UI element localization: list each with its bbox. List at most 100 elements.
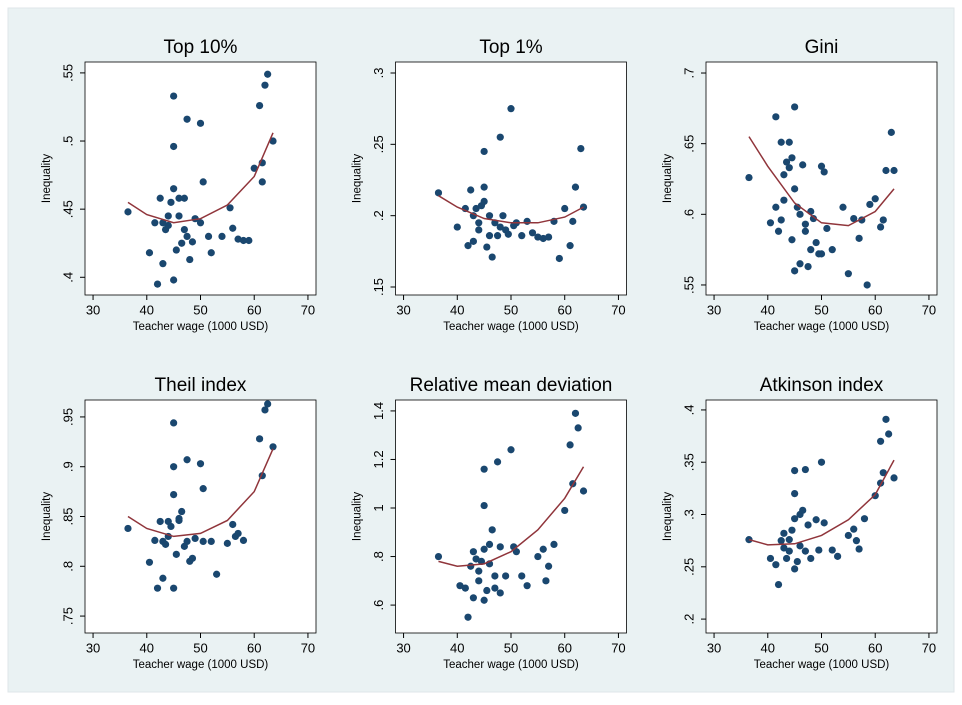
scatter-point <box>480 501 488 510</box>
scatter-point <box>799 506 807 514</box>
x-tick-label: 60 <box>247 302 261 317</box>
scatter-point <box>196 119 205 127</box>
scatter-point <box>480 545 488 553</box>
scatter-point <box>483 586 491 595</box>
scatter-point <box>245 236 253 245</box>
plot-area <box>395 399 627 634</box>
scatter-point <box>879 469 887 477</box>
scatter-point <box>475 226 483 234</box>
y-tick-label: .95 <box>60 408 75 426</box>
scatter-point <box>475 219 483 227</box>
scatter-point <box>807 246 815 254</box>
scatter-point <box>223 539 231 547</box>
scatter-point <box>855 545 863 553</box>
scatter-point <box>542 577 550 585</box>
scatter-point <box>269 443 277 451</box>
y-tick-label: .15 <box>371 278 386 296</box>
scatter-point <box>493 232 502 240</box>
scatter-point <box>258 178 266 186</box>
scatter-point <box>434 189 443 197</box>
scatter-point <box>788 526 796 534</box>
scatter-point <box>569 217 577 225</box>
x-axis-label: Teacher wage (1000 USD) <box>754 321 890 333</box>
scatter-point <box>844 270 852 278</box>
scatter-point <box>812 238 820 247</box>
scatter-point <box>207 537 215 545</box>
scatter-point <box>834 552 842 560</box>
scatter-point <box>188 238 197 246</box>
scatter-point <box>239 536 248 544</box>
plot-area <box>84 399 317 634</box>
scatter-point <box>183 537 191 545</box>
scatter-point <box>855 234 863 242</box>
fit-line <box>438 466 585 568</box>
scatter-point <box>804 262 812 271</box>
scatter-point <box>488 253 496 261</box>
scatter-point <box>523 582 531 590</box>
x-tick-label: 50 <box>193 302 207 317</box>
y-axis-label: Inequality <box>352 154 364 203</box>
scatter-point <box>876 437 885 445</box>
scatter-point <box>885 430 893 438</box>
scatter-point <box>774 227 783 235</box>
x-tick-label: 70 <box>611 302 625 317</box>
scatter-point <box>801 220 809 228</box>
scatter-point <box>555 254 563 263</box>
scatter-point <box>785 164 793 172</box>
scatter-point <box>199 537 207 545</box>
scatter-point <box>480 183 488 191</box>
scatter-point <box>777 537 785 545</box>
x-tick-label: 40 <box>761 302 775 317</box>
scatter-point <box>579 203 588 211</box>
chart-title: Top 10% <box>164 37 238 58</box>
scatter-point <box>218 232 226 241</box>
scatter-point <box>890 166 898 175</box>
scatter-point <box>876 223 885 231</box>
y-tick-label: .45 <box>60 200 75 218</box>
scatter-point <box>124 208 132 216</box>
scatter-point <box>561 204 569 213</box>
scatter-point <box>863 281 871 289</box>
y-tick-label: .8 <box>60 561 75 572</box>
y-tick-label: 1.2 <box>371 450 386 468</box>
scatter-point <box>493 458 502 466</box>
scatter-point <box>234 529 242 538</box>
y-tick-label: .3 <box>681 509 696 520</box>
scatter-point <box>159 574 167 582</box>
scatter-point <box>887 128 895 136</box>
y-tick-label: .6 <box>371 600 386 611</box>
scatter-point <box>472 555 480 563</box>
y-tick-label: .55 <box>681 276 696 294</box>
scatter-point <box>207 249 215 257</box>
chart-title: Relative mean deviation <box>410 375 613 396</box>
y-tick-label: .7 <box>681 68 696 79</box>
scatter-point <box>745 173 753 182</box>
y-tick-label: .5 <box>60 136 75 147</box>
scatter-point <box>469 548 477 556</box>
x-tick-label: 50 <box>504 302 518 317</box>
plot-area <box>705 399 938 634</box>
y-tick-label: .9 <box>60 461 75 472</box>
scatter-point <box>890 474 898 482</box>
chart-title: Theil index <box>155 375 247 396</box>
scatter-point <box>434 552 443 561</box>
scatter-point <box>170 142 178 151</box>
x-tick-label: 60 <box>557 302 571 317</box>
scatter-point <box>480 197 488 206</box>
scatter-point <box>804 521 812 529</box>
scatter-point <box>780 544 788 552</box>
scatter-point <box>777 216 785 224</box>
scatter-point <box>571 409 580 417</box>
scatter-point <box>175 514 183 523</box>
fit-line <box>748 459 895 546</box>
scatter-point <box>255 435 264 443</box>
scatter-point <box>167 198 175 206</box>
chart-title: Gini <box>805 37 839 58</box>
scatter-point <box>469 594 477 602</box>
scatter-point <box>164 212 172 220</box>
scatter-point <box>170 584 178 592</box>
scatter-point <box>780 171 788 179</box>
scatter-point <box>145 558 154 566</box>
scatter-point <box>485 232 494 240</box>
scatter-point <box>475 577 483 585</box>
